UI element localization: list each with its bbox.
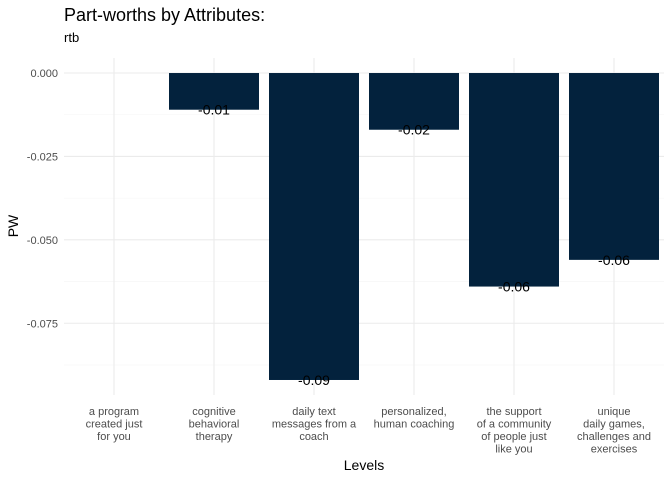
- bars: [169, 73, 659, 380]
- x-tick-label: cognitive behavioral therapy: [189, 406, 240, 443]
- chart-subtitle: rtb: [64, 30, 79, 45]
- bar-value-label: -0.01: [198, 102, 230, 118]
- bar-value-labels: -0.01 -0.09 -0.02 -0.06 -0.06: [198, 102, 630, 388]
- bar-value-label: -0.09: [298, 372, 330, 388]
- bar-value-label: -0.02: [398, 122, 430, 138]
- bar: [569, 73, 659, 260]
- bar-value-label: -0.06: [498, 279, 530, 295]
- y-tick-label: -0.075: [27, 318, 58, 330]
- y-tick-label: -0.025: [27, 151, 58, 163]
- y-axis-ticks: 0.000 -0.025 -0.050 -0.075: [27, 68, 58, 330]
- chart-title: Part-worths by Attributes:: [64, 5, 265, 25]
- x-tick-label: daily text messages from a coach: [272, 406, 357, 443]
- x-tick-label: the support of a community of people just l…: [477, 406, 552, 456]
- bar: [269, 73, 359, 380]
- x-tick-label: a program created just for you: [86, 406, 143, 443]
- bar: [169, 73, 259, 110]
- bar-value-label: -0.06: [598, 252, 630, 268]
- y-axis-title: PW: [5, 214, 21, 237]
- x-axis-title: Levels: [344, 457, 384, 473]
- bar: [469, 73, 559, 287]
- x-tick-label: unique daily games, challenges and exercise…: [577, 406, 651, 456]
- x-tick-label: personalized, human coaching: [374, 406, 455, 431]
- minor-gridlines: [64, 114, 664, 366]
- bar: [369, 73, 459, 130]
- y-tick-label: -0.050: [27, 235, 58, 247]
- x-axis-ticks: a program created just for you cognitive beh…: [86, 406, 651, 456]
- y-tick-label: 0.000: [30, 68, 58, 80]
